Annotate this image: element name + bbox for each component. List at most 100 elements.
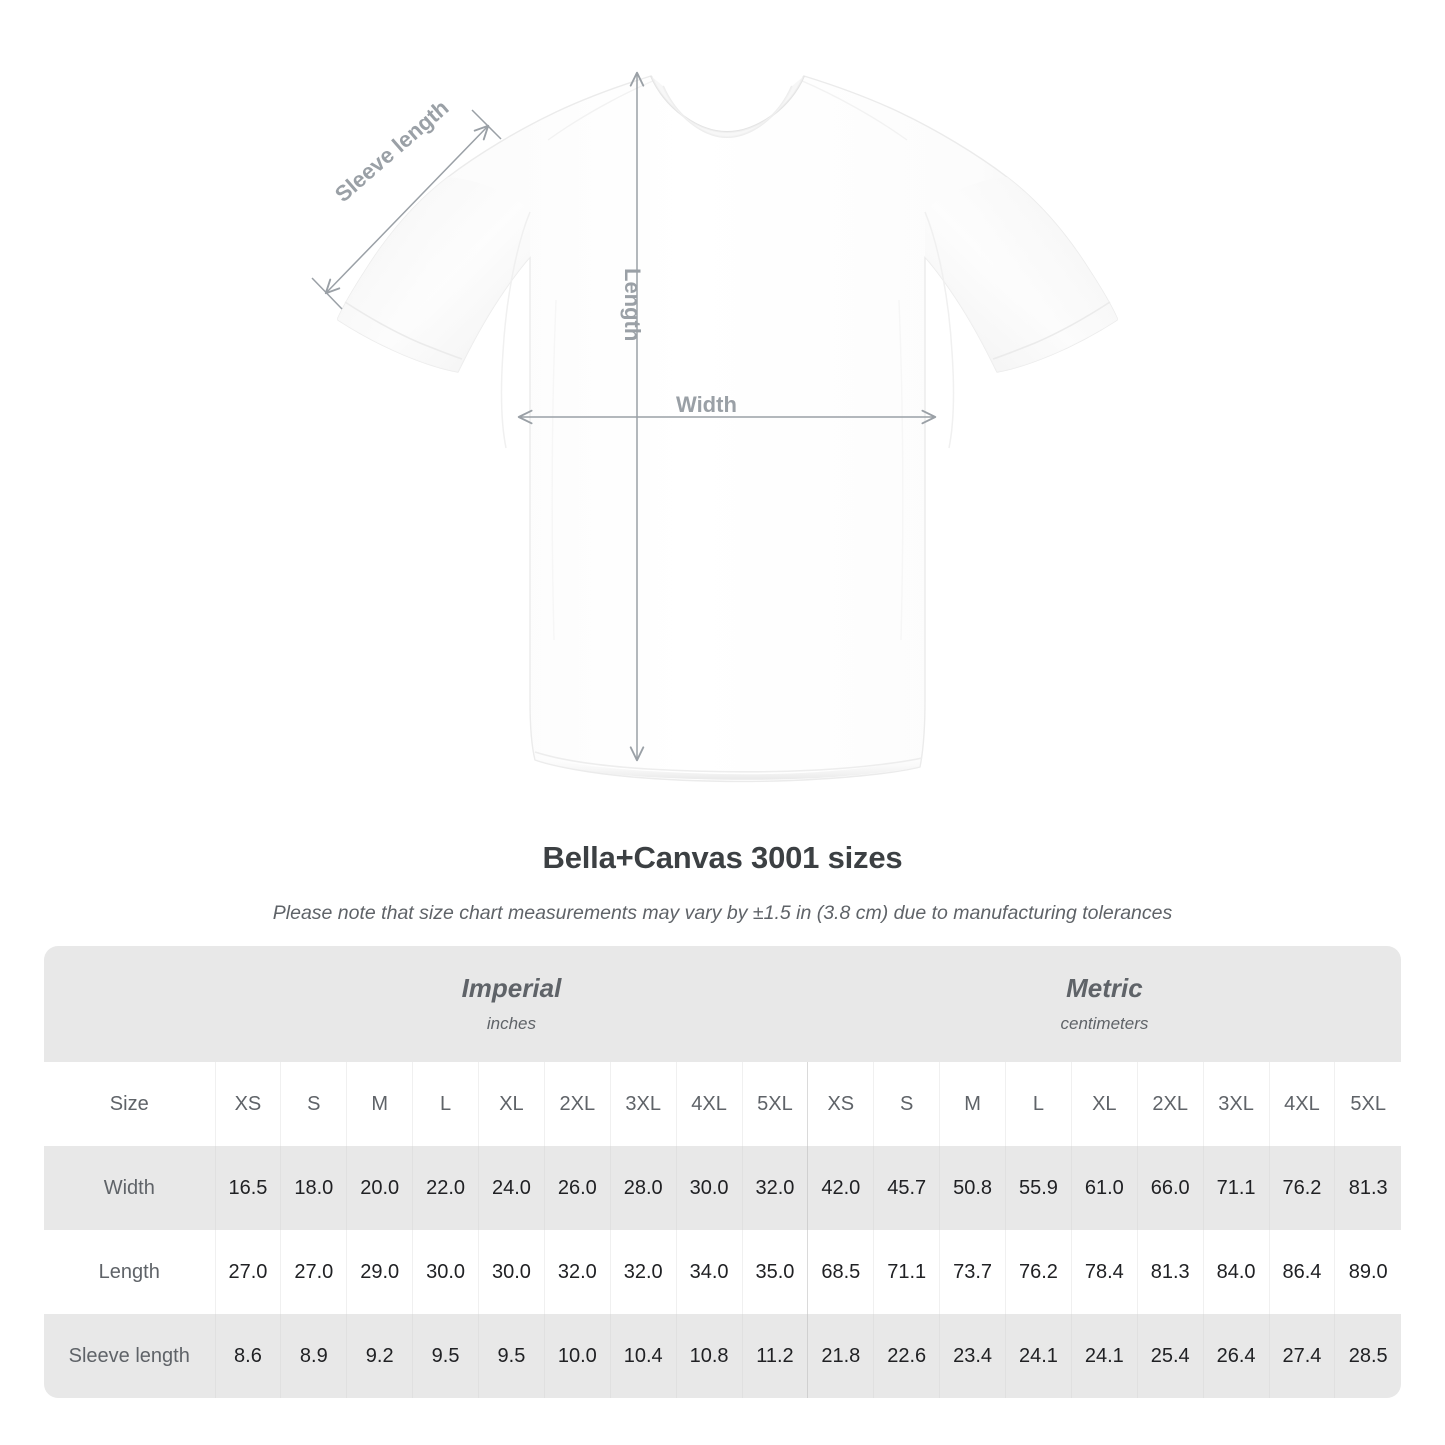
measurement-cell: 71.1 [1202,1146,1269,1230]
length-label: Length [620,268,645,342]
measurement-cell: 30.0 [412,1230,479,1314]
measurement-cell: 68.5 [807,1230,874,1314]
measurement-cell: 76.2 [1268,1146,1335,1230]
size-column-header: 2XL [1136,1062,1204,1146]
measurement-cell: 20.0 [346,1146,413,1230]
page-title: Bella+Canvas 3001 sizes [542,840,903,875]
size-chart-table: Imperial inches Metric centimeters Size XS S M L… [44,946,1401,1398]
size-column-header: XL [478,1062,545,1146]
measurement-cell: 22.0 [412,1146,479,1230]
unit-system-band: Imperial inches Metric centimeters [44,946,1401,1062]
size-column-header: 4XL [1268,1062,1335,1146]
measurement-cell: 35.0 [741,1230,808,1314]
size-column-header: 2XL [543,1062,611,1146]
right-shoulder-seam [799,79,908,141]
measurement-cell: 81.3 [1136,1230,1204,1314]
measurement-cell: 73.7 [939,1230,1006,1314]
measurement-cell: 8.6 [214,1314,281,1398]
sleeve-length-dimension [311,109,502,310]
size-header-row: Size XS S M L XL 2XL 3XL 4XL 5XL XS S M L XL 2XL 3XL 4XL 5… [44,1062,1401,1146]
measurement-cell: 32.0 [609,1230,677,1314]
measurement-cell: 66.0 [1136,1146,1204,1230]
measurement-cell: 61.0 [1070,1146,1138,1230]
measurement-cell: 25.4 [1136,1314,1204,1398]
tshirt-diagram: Sleeve length Length Width [311,71,1118,783]
dimension-annotations [311,71,937,762]
sleeve-length-arrow [324,124,490,295]
measurement-cell: 34.0 [675,1230,742,1314]
measurement-cell: 42.0 [807,1146,874,1230]
measurement-cell: 86.4 [1268,1230,1335,1314]
measurement-cell: 27.0 [280,1230,347,1314]
measurement-cell: 28.0 [609,1146,677,1230]
measurement-row-label: Sleeve length [44,1314,215,1398]
measurement-cell: 21.8 [807,1314,874,1398]
measurement-row-label: Width [44,1146,215,1230]
measurement-cell: 23.4 [939,1314,1006,1398]
measurement-cell: 26.0 [543,1146,611,1230]
measurement-cell: 16.5 [214,1146,281,1230]
measurement-cell: 55.9 [1005,1146,1072,1230]
left-sleeve-shade [338,177,530,372]
size-column-header: XS [807,1062,874,1146]
measurement-cell: 29.0 [346,1230,413,1314]
left-cuff-seam [344,301,463,360]
measurement-cell: 10.4 [609,1314,677,1398]
hem-seam [534,751,923,773]
unit-group-imperial: Imperial inches [215,946,808,1062]
unit-group-name: Imperial [461,973,562,1004]
size-column-header: 3XL [1202,1062,1269,1146]
measurement-cell: 30.0 [478,1230,545,1314]
size-column-header: S [873,1062,940,1146]
measurement-cell: 24.1 [1070,1314,1138,1398]
measurement-cell: 28.5 [1334,1314,1401,1398]
measurement-cell: 32.0 [543,1230,611,1314]
measurement-cell: 78.4 [1070,1230,1138,1314]
measurement-cell: 22.6 [873,1314,940,1398]
measurement-cell: 24.0 [478,1146,545,1230]
size-column-header: M [939,1062,1006,1146]
measurement-cell: 30.0 [675,1146,742,1230]
sleeve-length-cap-bottom [311,277,343,310]
left-armhole-seam [500,211,531,449]
sleeve-length-cap-top [471,109,502,140]
size-column-header: S [280,1062,347,1146]
size-column-header: M [346,1062,413,1146]
size-column-header: 4XL [675,1062,742,1146]
size-chart-table-wrap: Imperial inches Metric centimeters Size XS S M L… [44,946,1401,1398]
measurement-cell: 81.3 [1334,1146,1401,1230]
table-row: Width 16.5 18.0 20.0 22.0 24.0 26.0 28.0 30.0 32.… [44,1146,1401,1230]
bottom-hem-shadow [535,755,920,780]
unit-group-metric: Metric centimeters [807,946,1401,1062]
measurement-cell: 11.2 [741,1314,808,1398]
size-column-header: XL [1070,1062,1138,1146]
measurement-cell: 10.8 [675,1314,742,1398]
measurement-cell: 18.0 [280,1146,347,1230]
left-drape-crease [551,299,557,641]
measurement-row-label: Length [44,1230,215,1314]
right-cuff-seam [992,301,1111,360]
measurement-cell: 24.1 [1005,1314,1072,1398]
measurement-cell: 27.0 [214,1230,281,1314]
measurement-cell: 8.9 [280,1314,347,1398]
measurement-cell: 9.5 [412,1314,479,1398]
size-column-header: XS [214,1062,281,1146]
measurement-cell: 71.1 [873,1230,940,1314]
measurement-cell: 32.0 [741,1146,808,1230]
measurement-cell: 45.7 [873,1146,940,1230]
right-drape-crease [898,299,904,641]
measurement-cell: 89.0 [1334,1230,1401,1314]
table-row: Length 27.0 27.0 29.0 30.0 30.0 32.0 32.0 34.0 35… [44,1230,1401,1314]
size-column-header: L [412,1062,479,1146]
unit-group-name: Metric [1066,973,1143,1004]
size-column-header: L [1005,1062,1072,1146]
title-block: Bella+Canvas 3001 sizes Please note that… [0,840,1445,925]
right-armhole-seam [924,211,955,449]
size-column-header: 3XL [609,1062,677,1146]
unit-group-subtitle: centimeters [1060,1013,1149,1033]
unit-group-subtitle: inches [486,1013,536,1033]
measurement-cell: 27.4 [1268,1314,1335,1398]
garment-shape [337,75,1118,783]
size-column-header: 5XL [1334,1062,1401,1146]
tshirt-illustration [311,71,1118,783]
